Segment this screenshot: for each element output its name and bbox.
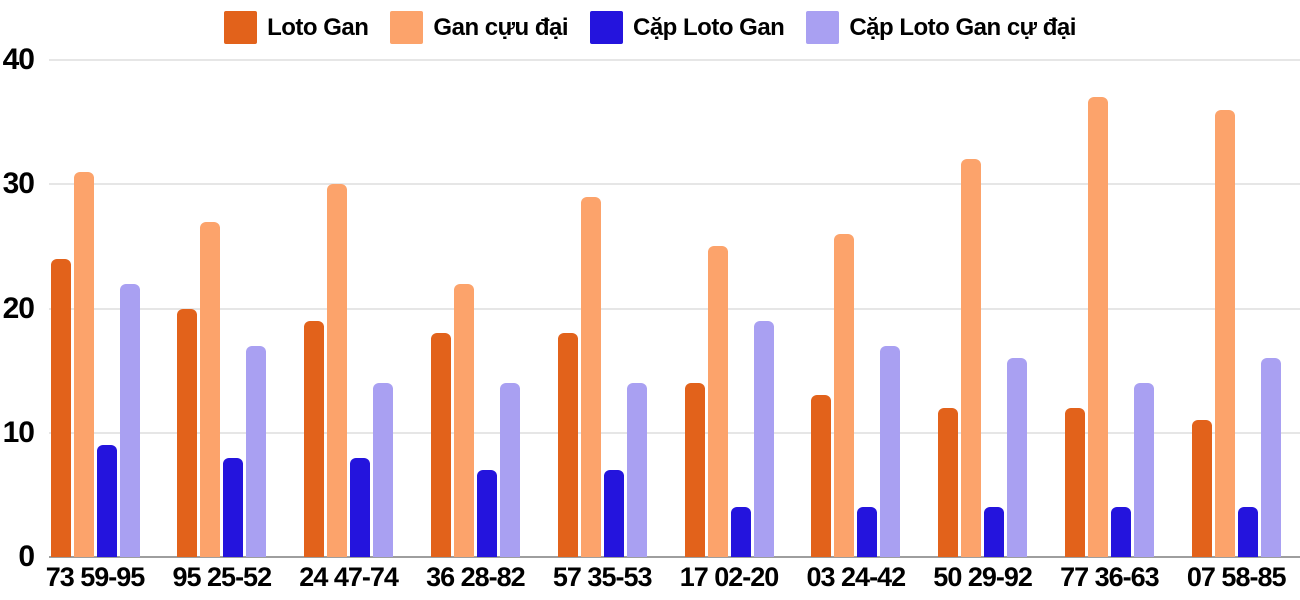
x-axis-category-label: 07 58-85 bbox=[1186, 562, 1287, 592]
x-axis-category-label: 57 35-53 bbox=[552, 562, 653, 592]
bar-cap-loto-gan-73-59-95[interactable] bbox=[96, 445, 117, 557]
bar-cap-loto-gan-cu-ai-50-29-92[interactable] bbox=[1007, 358, 1028, 557]
bar-cap-loto-gan-cu-ai-36-28-82[interactable] bbox=[499, 383, 520, 557]
y-axis-tick-label: 10 bbox=[2, 415, 35, 449]
y-axis-tick-label: 30 bbox=[2, 167, 35, 201]
bar-loto-gan-36-28-82[interactable] bbox=[430, 333, 451, 557]
legend-swatch-icon bbox=[390, 11, 424, 44]
bar-cap-loto-gan-17-02-20[interactable] bbox=[730, 507, 751, 557]
x-axis-line bbox=[49, 556, 1300, 558]
legend-item-loto-gan: Loto Gan bbox=[224, 11, 369, 44]
bar-gan-cuu-ai-95-25-52[interactable] bbox=[200, 221, 221, 557]
bar-cap-loto-gan-cu-ai-17-02-20[interactable] bbox=[753, 320, 774, 557]
gridline bbox=[49, 431, 1300, 434]
x-axis-category-label: 95 25-52 bbox=[172, 562, 273, 592]
gridline bbox=[49, 307, 1300, 310]
y-axis-tick-label: 40 bbox=[2, 43, 35, 76]
bar-cap-loto-gan-cu-ai-95-25-52[interactable] bbox=[246, 345, 267, 557]
bar-gan-cuu-ai-17-02-20[interactable] bbox=[707, 246, 728, 557]
bar-loto-gan-95-25-52[interactable] bbox=[177, 308, 198, 557]
bar-gan-cuu-ai-57-35-53[interactable] bbox=[580, 196, 601, 557]
legend-item-cap-loto-gan: Cặp Loto Gan bbox=[590, 11, 785, 44]
bar-cap-loto-gan-cu-ai-24-47-74[interactable] bbox=[373, 383, 394, 557]
legend-label: Loto Gan bbox=[267, 13, 369, 41]
bar-cap-loto-gan-77-36-63[interactable] bbox=[1110, 507, 1131, 557]
bar-gan-cuu-ai-03-24-42[interactable] bbox=[834, 233, 855, 557]
bar-loto-gan-57-35-53[interactable] bbox=[557, 333, 578, 557]
bar-cap-loto-gan-50-29-92[interactable] bbox=[984, 507, 1005, 557]
gridline bbox=[49, 183, 1300, 186]
legend-item-cap-loto-gan-cu-ai: Cặp Loto Gan cự đại bbox=[806, 11, 1076, 44]
bar-loto-gan-77-36-63[interactable] bbox=[1064, 407, 1085, 557]
bar-cap-loto-gan-36-28-82[interactable] bbox=[476, 470, 497, 557]
bar-loto-gan-73-59-95[interactable] bbox=[50, 258, 71, 557]
bar-cap-loto-gan-cu-ai-57-35-53[interactable] bbox=[626, 383, 647, 557]
gridline bbox=[49, 59, 1300, 61]
legend-item-gan-cuu-ai: Gan cựu đại bbox=[390, 11, 568, 44]
x-axis-category-label: 50 29-92 bbox=[933, 562, 1033, 592]
bar-cap-loto-gan-03-24-42[interactable] bbox=[857, 507, 878, 557]
x-axis-category-label: 73 59-95 bbox=[45, 562, 146, 592]
bar-cap-loto-gan-07-58-85[interactable] bbox=[1237, 507, 1258, 557]
x-axis-category-label: 77 36-63 bbox=[1060, 562, 1160, 592]
legend-label: Cặp Loto Gan cự đại bbox=[849, 13, 1076, 41]
x-axis-category-label: 03 24-42 bbox=[806, 562, 907, 592]
legend-swatch-icon bbox=[590, 11, 623, 44]
y-axis-tick-label: 20 bbox=[2, 291, 35, 325]
legend-swatch-icon bbox=[224, 11, 258, 44]
bar-gan-cuu-ai-36-28-82[interactable] bbox=[453, 283, 474, 557]
bar-loto-gan-17-02-20[interactable] bbox=[684, 383, 705, 557]
x-axis-category-label: 36 28-82 bbox=[426, 562, 526, 592]
bar-cap-loto-gan-cu-ai-03-24-42[interactable] bbox=[880, 345, 901, 557]
bar-cap-loto-gan-cu-ai-73-59-95[interactable] bbox=[119, 283, 140, 557]
bar-loto-gan-07-58-85[interactable] bbox=[1191, 420, 1212, 557]
y-axis-tick-label: 0 bbox=[18, 540, 35, 573]
bar-gan-cuu-ai-50-29-92[interactable] bbox=[961, 159, 982, 557]
bar-gan-cuu-ai-73-59-95[interactable] bbox=[73, 171, 94, 557]
bar-cap-loto-gan-cu-ai-07-58-85[interactable] bbox=[1260, 358, 1281, 557]
bar-gan-cuu-ai-77-36-63[interactable] bbox=[1087, 97, 1108, 557]
x-axis-category-label: 17 02-20 bbox=[679, 562, 780, 592]
bar-loto-gan-03-24-42[interactable] bbox=[811, 395, 832, 557]
legend-label: Cặp Loto Gan bbox=[633, 13, 785, 41]
bar-gan-cuu-ai-07-58-85[interactable] bbox=[1214, 109, 1235, 557]
bar-cap-loto-gan-cu-ai-77-36-63[interactable] bbox=[1133, 383, 1154, 557]
legend-label: Gan cựu đại bbox=[433, 13, 568, 41]
bar-loto-gan-24-47-74[interactable] bbox=[304, 320, 325, 557]
bar-cap-loto-gan-57-35-53[interactable] bbox=[603, 470, 624, 557]
legend-swatch-icon bbox=[806, 11, 840, 44]
bar-gan-cuu-ai-24-47-74[interactable] bbox=[327, 184, 348, 557]
bar-cap-loto-gan-24-47-74[interactable] bbox=[350, 457, 371, 557]
bar-loto-gan-50-29-92[interactable] bbox=[938, 407, 959, 557]
bar-cap-loto-gan-95-25-52[interactable] bbox=[223, 457, 244, 557]
chart-legend: Loto Gan Gan cựu đại Cặp Loto Gan Cặp Loto … bbox=[0, 11, 1300, 44]
x-axis-category-label: 24 47-74 bbox=[299, 562, 399, 592]
